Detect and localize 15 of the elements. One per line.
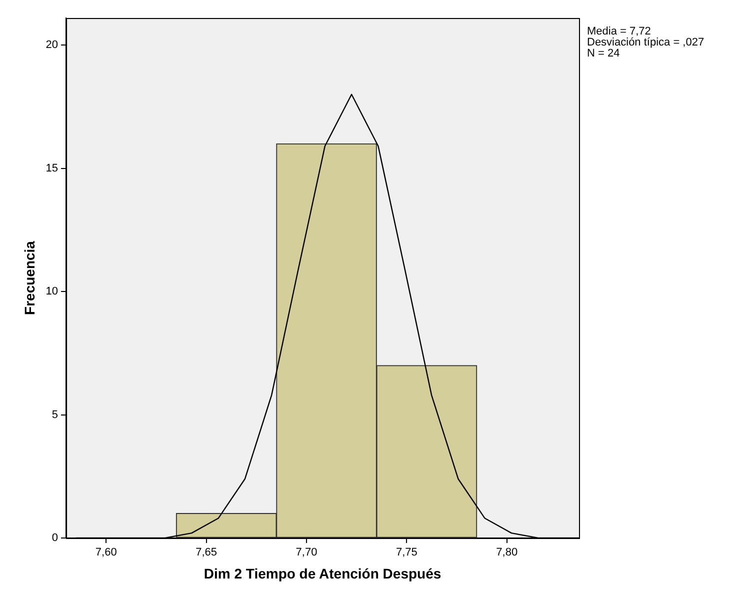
y-tick-label: 10: [46, 286, 58, 298]
text: N = 24: [587, 48, 620, 60]
y-tick-label: 20: [46, 39, 58, 52]
x-tick-label: 7,75: [396, 546, 418, 559]
y-tick-label: 5: [52, 408, 58, 421]
text: Media = 7,72: [587, 26, 651, 38]
y-tick-label: 15: [46, 162, 58, 174]
y-axis-title: Frecuencia: [21, 240, 38, 315]
x-axis-title: Dim 2 Tiempo de Atención Después: [204, 565, 442, 582]
x-tick-label: 7,60: [95, 546, 117, 559]
x-tick-label: 7,65: [196, 546, 218, 559]
x-tick-label: 7,80: [496, 546, 518, 559]
x-tick-label: 7,70: [296, 546, 318, 559]
text: Desviación típica = ,027: [587, 36, 704, 49]
y-tick-label: 0: [52, 532, 58, 544]
